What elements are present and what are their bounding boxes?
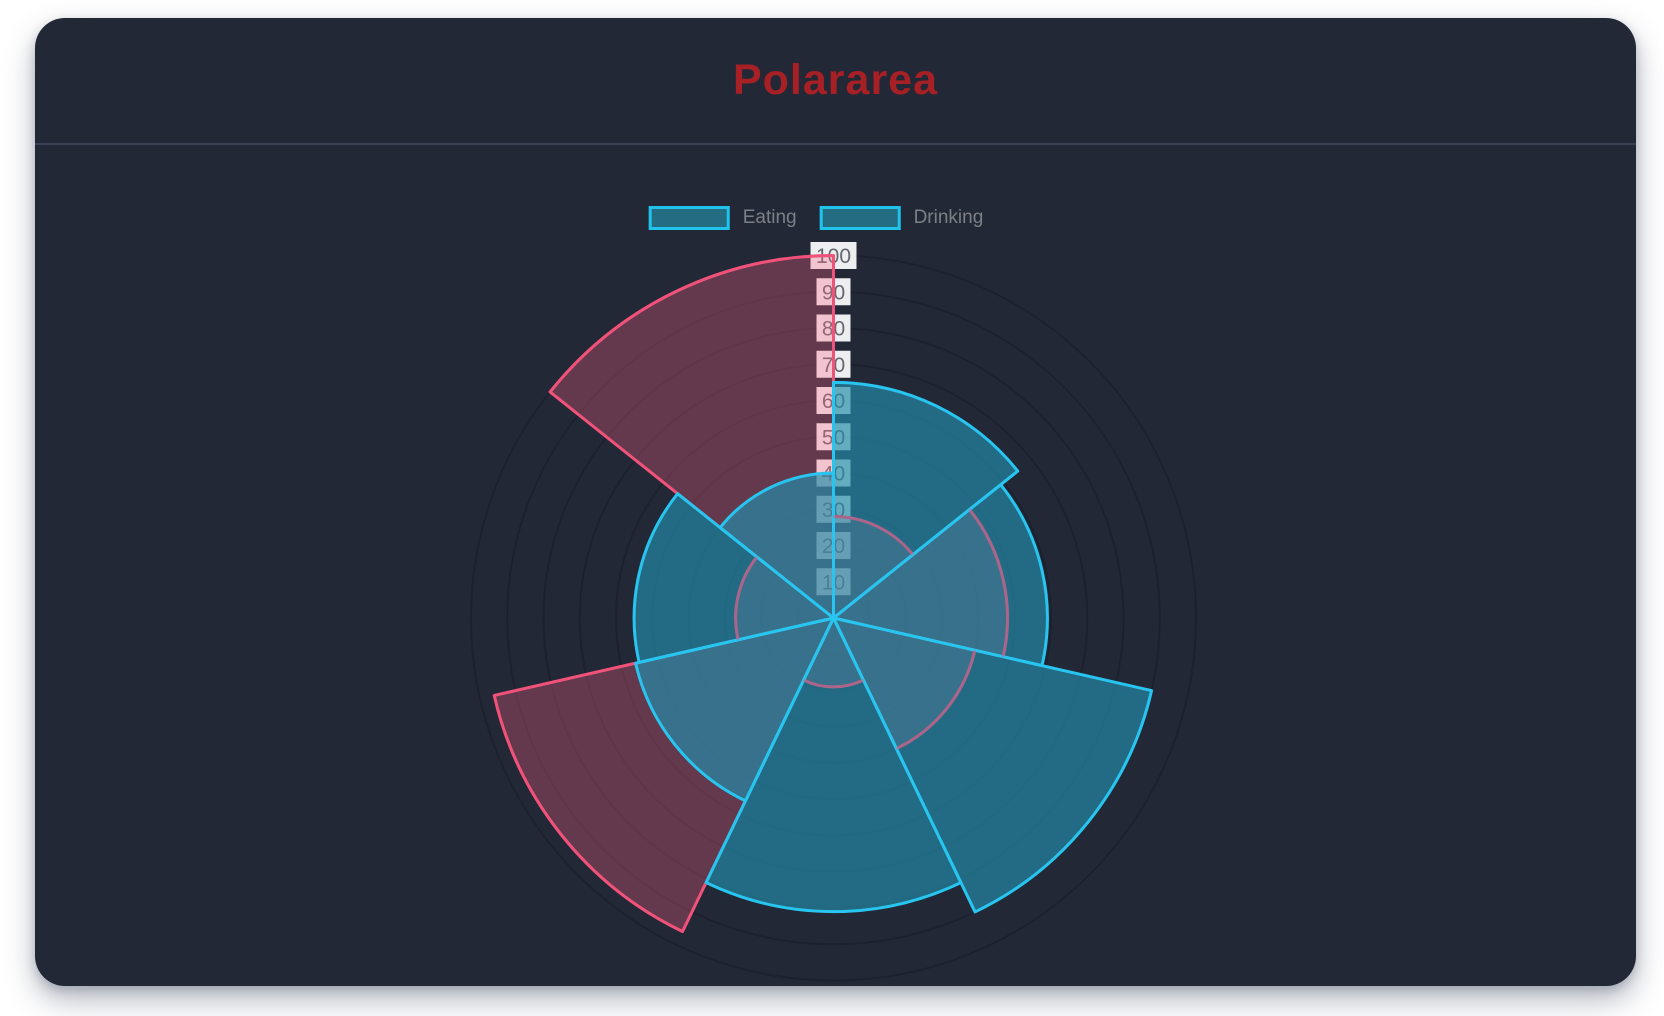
slice-eating-5[interactable] <box>632 492 835 664</box>
legend-item-eating[interactable]: Eating <box>648 206 797 230</box>
series-drinking-arc-overlay <box>492 254 1009 933</box>
legend-item-drinking[interactable]: Drinking <box>819 206 984 230</box>
slice-eating-1[interactable] <box>832 483 1049 668</box>
page-title: Polararea <box>732 56 939 104</box>
slice-eating-0[interactable] <box>832 380 1020 620</box>
polararea-chart: 102030405060708090100 <box>470 242 1197 982</box>
slice-eating-3[interactable] <box>704 616 963 914</box>
chart-legend: Eating Drinking <box>648 206 984 230</box>
legend-swatch <box>648 206 730 230</box>
slice-eating-6[interactable] <box>718 471 835 620</box>
slice-eating-2[interactable] <box>832 616 1154 914</box>
card-header: Polararea <box>35 18 1636 145</box>
slice-eating-4[interactable] <box>634 616 835 803</box>
series-eating <box>632 380 1154 914</box>
legend-swatch <box>819 206 901 230</box>
chart-card: Polararea 102030405060708090100 Eating D… <box>35 18 1636 986</box>
legend-label: Drinking <box>913 207 984 228</box>
legend-label: Eating <box>742 207 797 228</box>
